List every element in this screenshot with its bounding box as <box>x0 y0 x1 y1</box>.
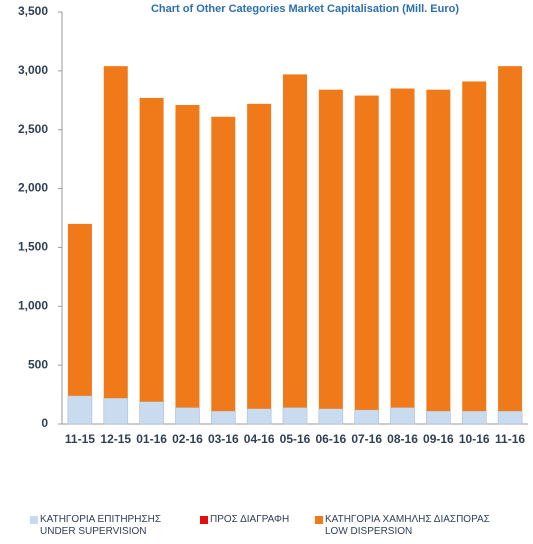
legend-swatch <box>200 516 208 524</box>
bar-segment <box>318 408 344 425</box>
bar-segment <box>282 407 308 425</box>
bar-segment <box>390 88 415 408</box>
legend-item: ΠΡΟΣ ΔΙΑΓΡΑΦΗ <box>200 514 289 526</box>
x-tick-label: 07-16 <box>351 432 382 446</box>
legend-label: ΚΑΤΗΓΟΡΙΑ ΕΠΙΤΗΡΗΣΗΣ UNDER SUPERVISION <box>40 514 162 537</box>
x-tick-label: 06-16 <box>315 432 346 446</box>
legend-swatch <box>315 516 323 524</box>
x-tick-label: 10-16 <box>459 432 490 446</box>
bar-segment <box>461 410 487 425</box>
bar-segment <box>426 89 451 412</box>
bar-segment <box>390 407 415 425</box>
x-tick-label: 01-16 <box>136 432 167 446</box>
bar-segment <box>462 81 487 412</box>
bar-segment <box>175 104 200 408</box>
chart: Chart of Other Categories Market Capital… <box>18 3 528 446</box>
y-tick-label: 1,000 <box>18 298 48 312</box>
x-tick-label: 11-16 <box>495 432 525 446</box>
y-tick-label: 3,500 <box>18 4 48 18</box>
chart-title: Chart of Other Categories Market Capital… <box>151 3 459 15</box>
x-tick-label: 03-16 <box>208 432 239 446</box>
legend-swatch <box>30 516 38 524</box>
bar-segment <box>211 116 236 412</box>
legend-item: ΚΑΤΗΓΟΡΙΑ ΕΠΙΤΗΡΗΣΗΣ UNDER SUPERVISION <box>30 514 161 538</box>
legend: ΚΑΤΗΓΟΡΙΑ ΕΠΙΤΗΡΗΣΗΣ UNDER SUPERVISION ΠΡ… <box>30 514 530 542</box>
bar-segment <box>498 66 523 412</box>
bar-segment <box>354 95 379 410</box>
bar-segment <box>247 103 272 409</box>
bar-segment <box>139 97 164 402</box>
bar-segment <box>426 410 451 425</box>
x-tick-label: 09-16 <box>423 432 454 446</box>
legend-label: ΚΑΤΗΓΟΡΙΑ ΧΑΜΗΛΗΣ ΔΙΑΣΠΟΡΑΣ LOW DISPERSI… <box>325 514 490 537</box>
bar-segment <box>318 89 343 409</box>
x-tick-label: 05-16 <box>280 432 311 446</box>
bar-segment <box>103 397 129 425</box>
bar-segment <box>103 66 128 399</box>
bar-segment <box>67 223 92 396</box>
bar-segment <box>497 410 523 425</box>
x-tick-label: 04-16 <box>244 432 275 446</box>
bar-segment <box>354 409 379 425</box>
bar-segment <box>283 74 307 408</box>
x-tick-label: 12-15 <box>100 432 131 446</box>
y-tick-label: 0 <box>41 416 48 430</box>
y-tick-label: 2,000 <box>18 181 48 195</box>
bar-segment <box>67 395 93 425</box>
x-tick-label: 02-16 <box>172 432 203 446</box>
y-tick-label: 500 <box>28 357 48 371</box>
x-tick-label: 08-16 <box>387 432 418 446</box>
y-tick-label: 3,000 <box>18 63 48 77</box>
x-tick-label: 11-15 <box>65 432 95 446</box>
bar-segment <box>139 401 164 425</box>
legend-label: ΠΡΟΣ ΔΙΑΓΡΑΦΗ <box>210 514 290 525</box>
bar-segment <box>175 407 200 425</box>
bar-segment <box>211 410 236 425</box>
y-tick-label: 1,500 <box>18 240 48 254</box>
y-tick-label: 2,500 <box>18 122 48 136</box>
legend-item: ΚΑΤΗΓΟΡΙΑ ΧΑΜΗΛΗΣ ΔΙΑΣΠΟΡΑΣ LOW DISPERSI… <box>315 514 490 538</box>
bar-segment <box>246 408 272 425</box>
